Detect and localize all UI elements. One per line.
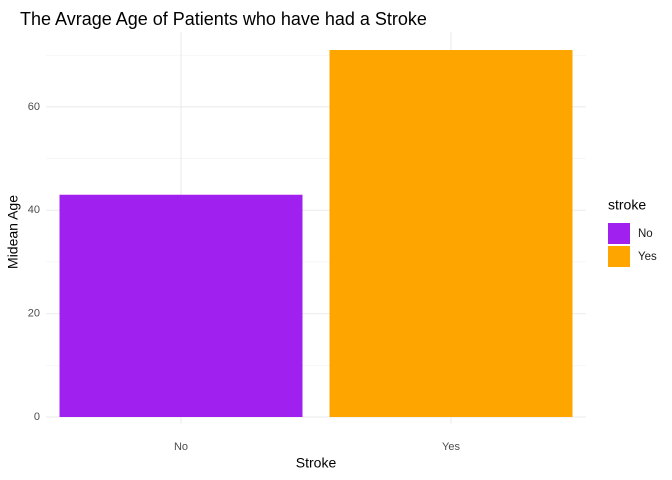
y-tick-label: 40 (28, 204, 40, 216)
chart-title: The Avrage Age of Patients who have had … (20, 9, 427, 29)
bar-yes (329, 50, 573, 417)
x-axis-ticks: No Yes (174, 441, 460, 453)
legend-label: No (638, 228, 653, 240)
y-tick-label: 0 (34, 411, 40, 423)
legend-title: stroke (608, 197, 646, 213)
x-axis-title: Stroke (296, 455, 337, 471)
y-tick-label: 20 (28, 308, 40, 320)
y-axis-title: Midean Age (5, 195, 21, 269)
legend-key-yes (608, 246, 630, 267)
legend-key-no (608, 223, 630, 244)
legend-label: Yes (638, 251, 657, 263)
x-tick-label: Yes (442, 441, 460, 453)
bars (59, 50, 573, 417)
y-axis-ticks: 0 20 40 60 (28, 101, 40, 423)
bar-no (59, 194, 303, 417)
x-tick-label: No (174, 441, 188, 453)
y-tick-label: 60 (28, 101, 40, 113)
legend: stroke No Yes (608, 197, 657, 267)
